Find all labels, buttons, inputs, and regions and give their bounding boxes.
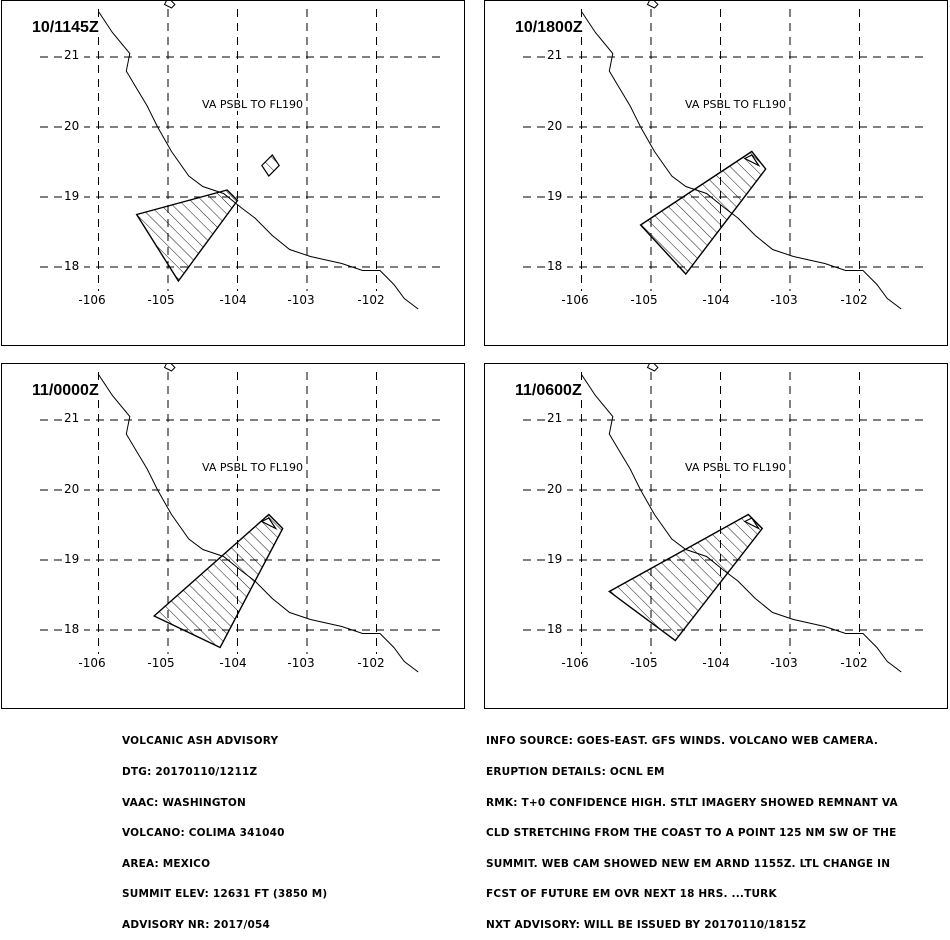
lon-label: -104 bbox=[702, 656, 730, 670]
advisory-block: VOLCANIC ASH ADVISORY DTG: 20170110/1211… bbox=[122, 716, 327, 940]
map-canvas bbox=[523, 1, 925, 310]
remarks-line: NXT ADVISORY: WILL BE ISSUED BY 20170110… bbox=[486, 919, 807, 932]
remarks-block: INFO SOURCE: GOES-EAST. GFS WINDS. VOLCA… bbox=[486, 716, 898, 940]
ash-cloud-polygon bbox=[743, 517, 761, 531]
advisory-line: VOLCANIC ASH ADVISORY bbox=[122, 735, 279, 748]
ash-cloud-polygon bbox=[135, 189, 239, 283]
lon-label: -105 bbox=[630, 656, 658, 670]
lon-label: -102 bbox=[357, 656, 385, 670]
lon-label: -103 bbox=[287, 656, 315, 670]
forecast-panel-1: 10/1145Z VA PSBL TO FL190 21 20 19 18 -1… bbox=[1, 0, 465, 346]
panel-note: VA PSBL TO FL190 bbox=[202, 98, 303, 111]
panel-time: 10/1145Z bbox=[30, 19, 101, 37]
lat-label: 21 bbox=[547, 48, 567, 62]
panel-time: 11/0000Z bbox=[30, 382, 101, 400]
remarks-line: SUMMIT. WEB CAM SHOWED NEW EM ARND 1155Z… bbox=[486, 857, 891, 870]
lat-label: 20 bbox=[547, 482, 567, 496]
lon-label: -106 bbox=[561, 293, 589, 307]
lat-label: 19 bbox=[64, 552, 84, 566]
island bbox=[163, 1, 176, 9]
island bbox=[163, 364, 176, 372]
lon-label: -103 bbox=[770, 656, 798, 670]
lon-label: -102 bbox=[840, 656, 868, 670]
lon-label: -106 bbox=[78, 656, 106, 670]
lon-label: -105 bbox=[147, 293, 175, 307]
forecast-panel-3: 11/0000Z VA PSBL TO FL190 21 20 19 18 -1… bbox=[1, 363, 465, 709]
map-canvas bbox=[40, 364, 442, 673]
ash-cloud-polygon bbox=[261, 154, 280, 177]
panel-note: VA PSBL TO FL190 bbox=[685, 98, 786, 111]
lat-label: 21 bbox=[64, 48, 84, 62]
lon-label: -104 bbox=[219, 293, 247, 307]
lon-label: -102 bbox=[840, 293, 868, 307]
lon-label: -104 bbox=[219, 656, 247, 670]
forecast-panel-4: 11/0600Z VA PSBL TO FL190 21 20 19 18 -1… bbox=[484, 363, 948, 709]
lon-label: -102 bbox=[357, 293, 385, 307]
panel-time: 10/1800Z bbox=[513, 19, 585, 37]
island bbox=[646, 364, 659, 372]
lon-label: -105 bbox=[630, 293, 658, 307]
lat-label: 19 bbox=[547, 552, 567, 566]
map-canvas bbox=[40, 1, 442, 310]
forecast-panel-2: 10/1800Z VA PSBL TO FL190 21 20 19 18 -1… bbox=[484, 0, 948, 346]
panel-time: 11/0600Z bbox=[513, 382, 584, 400]
lat-label: 18 bbox=[547, 622, 567, 636]
lat-label: 21 bbox=[64, 411, 84, 425]
ash-cloud-polygon bbox=[608, 513, 764, 642]
remarks-line: FCST OF FUTURE EM OVR NEXT 18 HRS. ...TU… bbox=[486, 888, 777, 901]
lat-label: 21 bbox=[547, 411, 567, 425]
lon-label: -103 bbox=[287, 293, 315, 307]
panel-note: VA PSBL TO FL190 bbox=[202, 461, 303, 474]
island bbox=[646, 1, 659, 9]
lat-label: 19 bbox=[64, 189, 84, 203]
lat-label: 18 bbox=[547, 259, 567, 273]
lat-label: 20 bbox=[64, 482, 84, 496]
ash-cloud-polygon bbox=[260, 517, 278, 531]
remarks-line: INFO SOURCE: GOES-EAST. GFS WINDS. VOLCA… bbox=[486, 735, 879, 748]
panel-note: VA PSBL TO FL190 bbox=[685, 461, 786, 474]
lat-label: 20 bbox=[547, 119, 567, 133]
lat-label: 18 bbox=[64, 622, 84, 636]
advisory-line: VAAC: WASHINGTON bbox=[122, 796, 247, 809]
advisory-line: AREA: MEXICO bbox=[122, 857, 211, 870]
lon-label: -106 bbox=[561, 656, 589, 670]
remarks-line: ERUPTION DETAILS: OCNL EM bbox=[486, 766, 665, 779]
map-canvas bbox=[523, 364, 925, 673]
ash-cloud-polygon bbox=[743, 154, 761, 168]
coastline bbox=[98, 11, 419, 310]
advisory-line: DTG: 20170110/1211Z bbox=[122, 766, 258, 779]
ash-cloud-polygon bbox=[152, 513, 284, 649]
lat-label: 20 bbox=[64, 119, 84, 133]
lat-label: 19 bbox=[547, 189, 567, 203]
advisory-line: SUMMIT ELEV: 12631 FT (3850 M) bbox=[122, 888, 328, 901]
lon-label: -103 bbox=[770, 293, 798, 307]
remarks-line: CLD STRETCHING FROM THE COAST TO A POINT… bbox=[486, 827, 897, 840]
ash-cloud-polygon bbox=[639, 150, 767, 276]
lon-label: -104 bbox=[702, 293, 730, 307]
advisory-line: VOLCANO: COLIMA 341040 bbox=[122, 827, 285, 840]
advisory-line: ADVISORY NR: 2017/054 bbox=[122, 919, 271, 932]
lon-label: -106 bbox=[78, 293, 106, 307]
lat-label: 18 bbox=[64, 259, 84, 273]
remarks-line: RMK: T+0 CONFIDENCE HIGH. STLT IMAGERY S… bbox=[486, 796, 898, 809]
lon-label: -105 bbox=[147, 656, 175, 670]
